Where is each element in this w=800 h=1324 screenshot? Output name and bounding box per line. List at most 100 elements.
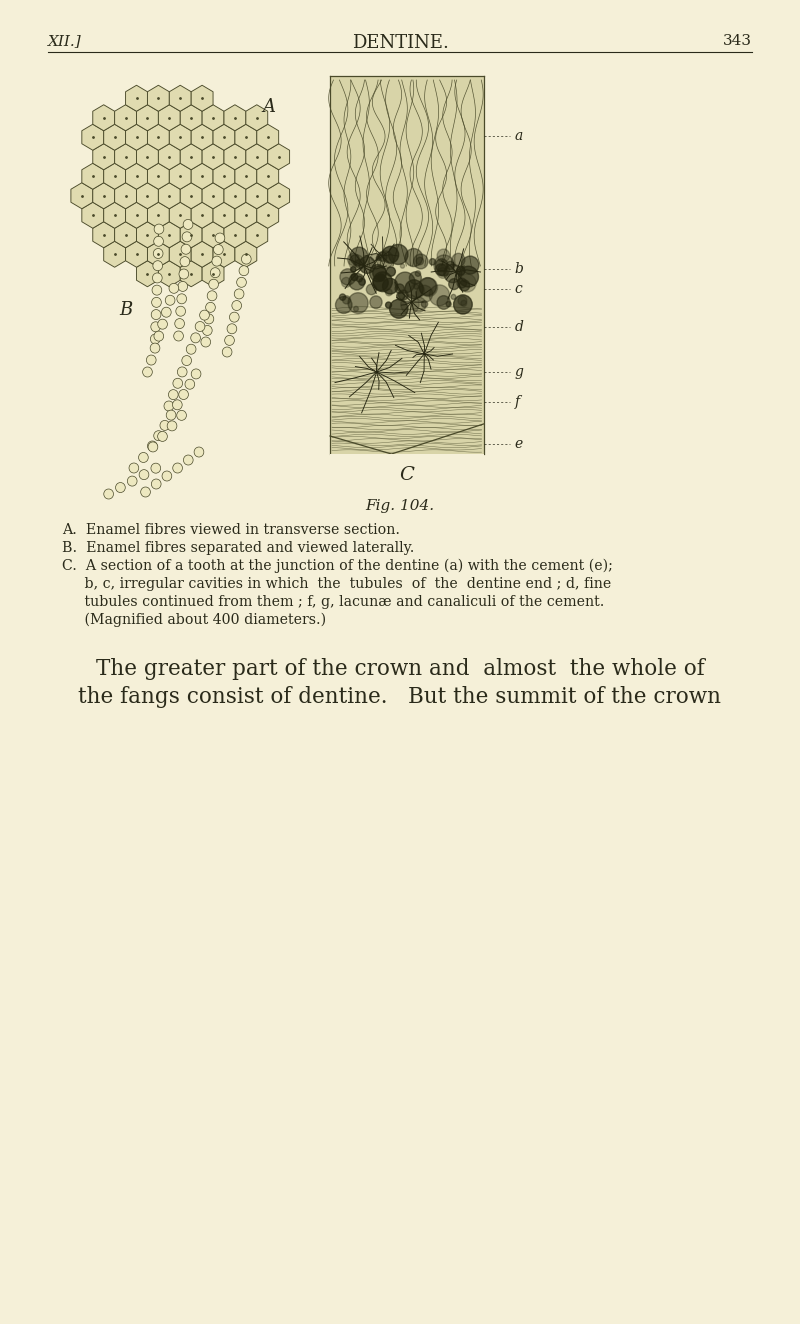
Polygon shape xyxy=(170,124,191,150)
Circle shape xyxy=(234,289,244,299)
Circle shape xyxy=(232,301,242,311)
Polygon shape xyxy=(224,183,246,209)
Polygon shape xyxy=(104,163,126,189)
Circle shape xyxy=(153,261,162,270)
Polygon shape xyxy=(224,105,246,131)
Circle shape xyxy=(227,324,237,334)
Circle shape xyxy=(410,283,425,298)
Circle shape xyxy=(382,278,398,294)
Polygon shape xyxy=(126,241,147,267)
Polygon shape xyxy=(71,183,93,209)
Text: d: d xyxy=(514,320,523,334)
Circle shape xyxy=(237,277,246,287)
Circle shape xyxy=(451,294,456,299)
Circle shape xyxy=(177,294,186,303)
Circle shape xyxy=(169,283,178,294)
Polygon shape xyxy=(93,105,114,131)
Circle shape xyxy=(395,283,404,294)
Circle shape xyxy=(153,273,162,283)
Circle shape xyxy=(174,331,183,342)
Polygon shape xyxy=(147,241,170,267)
Circle shape xyxy=(339,294,346,301)
Circle shape xyxy=(212,256,222,266)
Circle shape xyxy=(181,244,190,254)
Polygon shape xyxy=(93,183,114,209)
Circle shape xyxy=(401,295,419,314)
Circle shape xyxy=(349,273,365,290)
Circle shape xyxy=(414,285,418,289)
Polygon shape xyxy=(246,183,268,209)
Circle shape xyxy=(398,290,408,301)
Circle shape xyxy=(386,289,392,295)
Polygon shape xyxy=(170,203,191,228)
Circle shape xyxy=(462,256,479,274)
Polygon shape xyxy=(126,163,147,189)
Circle shape xyxy=(347,253,359,266)
Circle shape xyxy=(354,306,358,311)
Polygon shape xyxy=(114,144,137,169)
Polygon shape xyxy=(180,221,202,248)
Circle shape xyxy=(437,295,450,310)
Text: tubules continued from them ; f, g, lacunæ and canaliculi of the cement.: tubules continued from them ; f, g, lacu… xyxy=(62,594,604,609)
Circle shape xyxy=(182,356,191,365)
Circle shape xyxy=(173,400,182,410)
Circle shape xyxy=(127,477,137,486)
Polygon shape xyxy=(137,144,158,169)
Circle shape xyxy=(162,471,172,481)
Circle shape xyxy=(174,319,185,328)
Polygon shape xyxy=(82,163,104,189)
Polygon shape xyxy=(224,221,246,248)
Polygon shape xyxy=(158,261,180,287)
Text: (Magnified about 400 diameters.): (Magnified about 400 diameters.) xyxy=(62,613,326,628)
Polygon shape xyxy=(213,203,235,228)
Text: DENTINE.: DENTINE. xyxy=(351,34,449,52)
Polygon shape xyxy=(126,203,147,228)
Circle shape xyxy=(214,245,223,254)
Polygon shape xyxy=(180,105,202,131)
Circle shape xyxy=(342,277,351,287)
Circle shape xyxy=(147,441,157,451)
Circle shape xyxy=(215,233,225,244)
Polygon shape xyxy=(202,105,224,131)
Circle shape xyxy=(435,258,448,271)
Circle shape xyxy=(151,463,161,473)
Polygon shape xyxy=(235,203,257,228)
Circle shape xyxy=(230,312,239,322)
Polygon shape xyxy=(180,261,202,287)
Polygon shape xyxy=(268,144,290,169)
Circle shape xyxy=(414,254,428,269)
Polygon shape xyxy=(82,203,104,228)
Circle shape xyxy=(438,263,450,275)
Circle shape xyxy=(178,282,188,291)
Circle shape xyxy=(166,295,175,306)
Circle shape xyxy=(389,245,408,265)
Polygon shape xyxy=(180,183,202,209)
Circle shape xyxy=(415,271,421,277)
Polygon shape xyxy=(257,124,278,150)
Circle shape xyxy=(129,463,138,473)
Polygon shape xyxy=(330,454,483,459)
Circle shape xyxy=(183,455,193,465)
Polygon shape xyxy=(158,183,180,209)
Circle shape xyxy=(405,279,423,299)
Circle shape xyxy=(422,301,428,307)
Circle shape xyxy=(201,338,210,347)
Circle shape xyxy=(434,256,454,275)
Circle shape xyxy=(239,266,249,275)
Polygon shape xyxy=(158,144,180,169)
Circle shape xyxy=(370,295,382,308)
Circle shape xyxy=(366,285,377,295)
Polygon shape xyxy=(246,221,268,248)
Circle shape xyxy=(162,307,171,318)
Polygon shape xyxy=(191,203,213,228)
Circle shape xyxy=(371,254,378,261)
Circle shape xyxy=(335,297,352,314)
Polygon shape xyxy=(213,163,235,189)
Circle shape xyxy=(154,331,164,342)
Polygon shape xyxy=(137,105,158,131)
Circle shape xyxy=(200,310,210,320)
Circle shape xyxy=(154,224,164,234)
Polygon shape xyxy=(114,221,137,248)
Circle shape xyxy=(225,335,234,346)
Circle shape xyxy=(350,248,368,266)
